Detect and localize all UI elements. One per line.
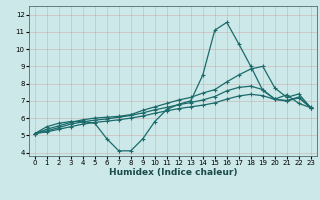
X-axis label: Humidex (Indice chaleur): Humidex (Indice chaleur): [108, 168, 237, 177]
